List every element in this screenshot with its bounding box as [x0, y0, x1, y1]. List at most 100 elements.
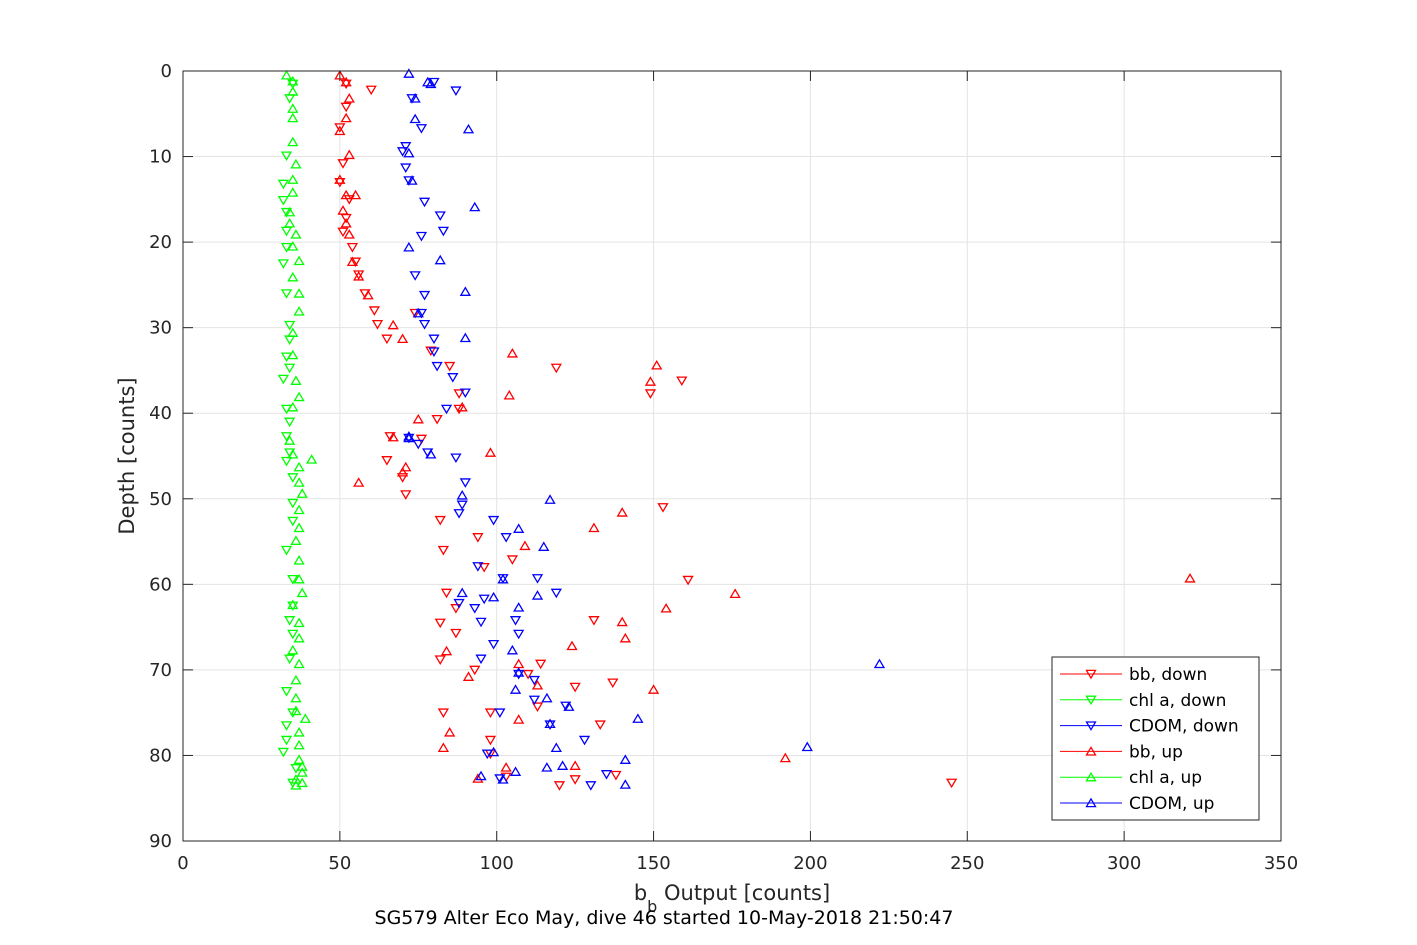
data-point: [290, 375, 302, 385]
data-point: [280, 432, 293, 442]
data-point: [290, 692, 302, 703]
data-point: [353, 271, 365, 281]
data-point: [472, 773, 484, 783]
data-point: [616, 616, 628, 627]
data-point: [296, 587, 308, 598]
data-point: [340, 76, 352, 87]
data-point: [556, 760, 569, 770]
data-point: [287, 708, 299, 718]
data-point: [437, 226, 450, 237]
data-point: [632, 713, 644, 723]
data-point: [400, 163, 412, 174]
data-point: [513, 523, 525, 533]
data-point: [528, 675, 540, 686]
data-point: [293, 306, 305, 316]
data-point: [284, 206, 296, 217]
data-point: [506, 555, 519, 565]
data-point: [415, 231, 428, 242]
data-point: [287, 187, 299, 197]
data-point: [418, 197, 431, 208]
data-point: [456, 401, 468, 412]
data-point: [412, 413, 424, 424]
data-point: [437, 545, 450, 556]
data-point: [528, 695, 540, 706]
data-point: [541, 762, 553, 772]
data-point: [396, 147, 409, 157]
y-tick-label: 60: [149, 574, 172, 595]
legend-marker: [1085, 669, 1097, 680]
data-point: [371, 319, 384, 330]
x-axis-label-main: b: [634, 881, 647, 905]
data-point: [337, 205, 349, 215]
data-point: [487, 591, 500, 602]
legend-entry-label: chl a, up: [1129, 768, 1202, 788]
data-point: [343, 93, 355, 103]
data-point: [290, 158, 302, 169]
data-point: [284, 217, 296, 228]
data-point: [334, 174, 346, 184]
data-point: [287, 644, 299, 655]
data-point: [484, 447, 497, 457]
data-point: [444, 727, 456, 737]
data-point: [293, 504, 305, 515]
data-point: [409, 308, 421, 319]
y-tick-label: 90: [149, 831, 172, 852]
data-point: [290, 674, 302, 685]
data-point: [296, 761, 308, 771]
data-point: [487, 515, 500, 526]
data-point: [280, 151, 293, 162]
data-point: [676, 376, 688, 387]
x-axis-label-rest: Output [counts]: [657, 881, 830, 905]
data-point: [284, 363, 296, 374]
data-point: [293, 617, 305, 628]
data-point: [550, 588, 562, 599]
data-point: [293, 522, 305, 533]
data-point: [437, 708, 450, 718]
data-point: [296, 777, 308, 788]
data-point: [497, 774, 509, 784]
data-point: [513, 667, 525, 677]
data-point: [531, 574, 544, 584]
data-point: [280, 456, 293, 467]
data-point: [287, 327, 299, 338]
x-tick-label: 0: [177, 853, 188, 874]
data-point: [531, 590, 544, 600]
data-point: [478, 594, 490, 605]
data-point: [293, 461, 305, 472]
data-point: [434, 655, 446, 665]
x-tick-label: 300: [1107, 853, 1141, 874]
data-point: [610, 770, 622, 781]
data-point: [290, 780, 302, 790]
data-point: [406, 94, 418, 104]
data-point: [531, 702, 544, 713]
data-point: [362, 289, 374, 300]
data-point: [299, 713, 311, 723]
y-tick-label: 50: [149, 489, 172, 510]
data-point: [284, 616, 296, 626]
data-point: [287, 601, 299, 612]
data-point: [340, 217, 352, 228]
data-point: [569, 682, 581, 693]
data-point: [945, 778, 958, 789]
data-point: [337, 159, 349, 169]
data-point: [293, 754, 305, 764]
data-point: [578, 735, 591, 746]
data-point: [434, 618, 446, 629]
data-point: [409, 113, 421, 124]
data-point: [522, 669, 534, 680]
x-axis-label-subscript: b: [647, 897, 657, 916]
data-point: [475, 617, 487, 628]
data-point: [538, 541, 550, 551]
data-point: [293, 632, 305, 643]
data-point: [403, 430, 415, 441]
legend-entry-label: bb, down: [1129, 665, 1207, 685]
data-point: [462, 671, 475, 681]
data-point: [337, 227, 349, 238]
data-point: [290, 535, 302, 545]
data-point: [453, 598, 465, 609]
data-point: [340, 79, 352, 90]
data-point: [550, 742, 562, 752]
data-point: [563, 701, 575, 711]
data-point: [450, 86, 462, 97]
